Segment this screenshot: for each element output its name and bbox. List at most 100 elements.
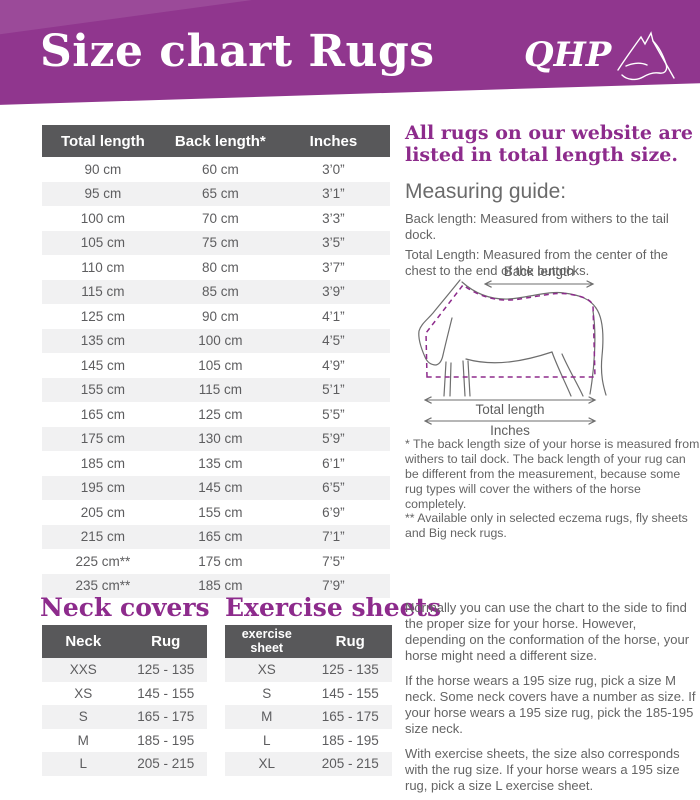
total-length-cell: 225 cm**	[75, 553, 131, 569]
back-length-cell: 175 cm	[198, 553, 243, 569]
total-length-cell: 155 cm	[80, 382, 126, 398]
table-row: XXS 125 - 135	[42, 658, 207, 682]
inches-cell: 7’1”	[322, 529, 345, 545]
info-heading: All rugs on our website are listed in to…	[405, 122, 693, 167]
qhp-logo: QHP	[524, 31, 675, 81]
inches-cell: 5’1”	[322, 382, 345, 398]
rug-range-cell: 205 - 215	[321, 756, 379, 772]
col-header-neck: Neck	[65, 633, 102, 650]
inches-cell: 3’5”	[322, 235, 345, 251]
inches-cell: 6’5”	[322, 480, 345, 496]
table-row: 195 cm 145 cm 6’5”	[42, 475, 390, 500]
col-header-rug: Rug	[151, 633, 181, 650]
table-row: 95 cm 65 cm 3’1”	[42, 181, 390, 206]
sheet-size-cell: XL	[258, 756, 275, 772]
total-length-cell: 205 cm	[80, 504, 126, 520]
back-length-cell: 105 cm	[198, 357, 243, 373]
page-title: Size chart Rugs	[40, 26, 435, 77]
table-row: M 165 - 175	[225, 705, 392, 729]
neck-size-cell: L	[79, 756, 87, 772]
table-row: 165 cm 125 cm 5’5”	[42, 402, 390, 427]
total-length-cell: 215 cm	[80, 529, 126, 545]
exercise-sheets-table: exercise sheet Rug XS 125 - 135 S 145 - …	[225, 625, 392, 776]
neck-size-cell: XXS	[69, 662, 97, 678]
rug-dashed-outline	[425, 283, 596, 378]
rug-range-cell: 125 - 135	[137, 662, 195, 678]
inches-cell: 4’1”	[322, 308, 345, 324]
table-row: S 145 - 155	[225, 681, 392, 705]
table-row: 185 cm 135 cm 6’1”	[42, 451, 390, 476]
rug-range-cell: 125 - 135	[321, 662, 379, 678]
horse-measuring-diagram: Back length Total length Inches	[418, 264, 607, 438]
inches-cell: 3’9”	[322, 284, 345, 300]
back-length-cell: 90 cm	[201, 308, 239, 324]
sizing-advice-text: Normally you can use the chart to the si…	[405, 600, 699, 794]
rug-range-cell: 165 - 175	[137, 709, 195, 725]
neck-size-cell: S	[78, 709, 88, 725]
total-length-cell: 165 cm	[80, 406, 126, 422]
back-length-cell: 155 cm	[198, 504, 243, 520]
table-row: 155 cm 115 cm 5’1”	[42, 377, 390, 402]
advice-paragraph-3: With exercise sheets, the size also corr…	[405, 746, 680, 793]
col-header-inches: Inches	[309, 132, 358, 150]
neck-covers-table-header: Neck Rug	[42, 625, 207, 658]
guide-back-length-text: Back length: Measured from withers to th…	[405, 210, 669, 242]
back-length-cell: 145 cm	[198, 480, 243, 496]
inches-cell: 3’3”	[322, 210, 345, 226]
table-row: 215 cm 165 cm 7’1”	[42, 524, 390, 549]
table-row: 105 cm 75 cm 3’5”	[42, 230, 390, 255]
back-length-cell: 60 cm	[201, 161, 239, 177]
back-length-cell: 135 cm	[198, 455, 243, 471]
info-column: All rugs on our website are listed in to…	[405, 122, 697, 279]
back-length-cell: 85 cm	[201, 284, 239, 300]
inches-cell: 6’1”	[322, 455, 345, 471]
table-row: 235 cm** 185 cm 7’9”	[42, 573, 390, 598]
total-length-cell: 125 cm	[80, 308, 126, 324]
back-length-cell: 70 cm	[201, 210, 239, 226]
inches-cell: 6’9”	[322, 504, 345, 520]
back-length-cell: 125 cm	[198, 406, 243, 422]
col-header-exercise-sheet: exercise sheet	[241, 626, 292, 655]
header-banner: Size chart Rugs QHP	[0, 0, 700, 105]
total-length-cell: 185 cm	[80, 455, 126, 471]
col-header-rug: Rug	[335, 633, 365, 650]
total-length-cell: 90 cm	[84, 161, 122, 177]
total-length-cell: 175 cm	[80, 431, 126, 447]
footnote-back-length: * The back length size of your horse is …	[405, 437, 700, 511]
neck-size-cell: M	[77, 732, 89, 748]
total-length-cell: 110 cm	[81, 259, 125, 275]
table-row: 175 cm 130 cm 5’9”	[42, 426, 390, 451]
inches-cell: 4’5”	[322, 333, 345, 349]
exercise-sheets-table-header: exercise sheet Rug	[225, 625, 392, 658]
back-length-cell: 185 cm	[198, 578, 243, 594]
table-row: 225 cm** 175 cm 7’5”	[42, 549, 390, 574]
back-length-cell: 100 cm	[198, 333, 243, 349]
rug-range-cell: 185 - 195	[321, 732, 379, 748]
table-row: XS 125 - 135	[225, 658, 392, 682]
table-row: 100 cm 70 cm 3’3”	[42, 206, 390, 231]
table-row: 110 cm 80 cm 3’7”	[42, 255, 390, 280]
table-row: 145 cm 105 cm 4’9”	[42, 353, 390, 378]
inches-cell: 4’9”	[322, 357, 345, 373]
table-row: L 205 - 215	[42, 752, 207, 776]
col-header-total-length: Total length	[60, 132, 145, 150]
table-row: 90 cm 60 cm 3’0”	[42, 157, 390, 182]
total-length-cell: 145 cm	[80, 357, 126, 373]
table-row: XS 145 - 155	[42, 681, 207, 705]
back-length-cell: 80 cm	[201, 259, 239, 275]
col-header-back-length: Back length*	[174, 132, 266, 150]
back-length-cell: 130 cm	[198, 431, 243, 447]
table-row: XL 205 - 215	[225, 752, 392, 776]
total-length-cell: 115 cm	[81, 284, 125, 300]
table-row: 135 cm 100 cm 4’5”	[42, 328, 390, 353]
table-row: 205 cm 155 cm 6’9”	[42, 500, 390, 525]
back-length-label: Back length	[504, 264, 575, 279]
measuring-guide-title: Measuring guide:	[405, 179, 567, 203]
table-row: 125 cm 90 cm 4’1”	[42, 304, 390, 329]
table-row: L 185 - 195	[225, 728, 392, 752]
rug-range-cell: 165 - 175	[321, 709, 379, 725]
total-length-label: Total length	[475, 402, 544, 417]
guide-total-length-text: Total Length: Measured from the center o…	[405, 246, 669, 278]
exercise-sheets-heading: Exercise sheets	[225, 593, 442, 622]
total-length-cell: 105 cm	[80, 235, 126, 251]
